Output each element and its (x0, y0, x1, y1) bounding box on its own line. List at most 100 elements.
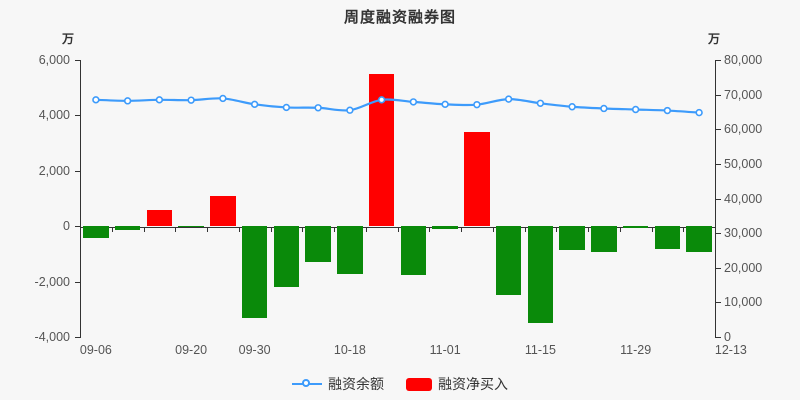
line-data-point[interactable] (219, 94, 227, 103)
right-axis-tick-label: 30,000 (724, 226, 763, 241)
x-axis-tick (111, 227, 113, 232)
bar[interactable] (241, 226, 268, 319)
margin-balance-line (94, 97, 701, 114)
chart-legend: 融资余额 融资净买入 (0, 374, 800, 394)
line-data-point[interactable] (187, 96, 195, 104)
margin-balance-markers (92, 94, 703, 117)
line-data-point[interactable] (123, 97, 132, 105)
line-marker-icon (292, 378, 322, 390)
x-axis-tick-label: 12-13 (714, 343, 747, 357)
x-axis-tick (651, 227, 653, 232)
left-axis-tick-label: 4,000 (38, 108, 70, 123)
right-axis-tick-label: 0 (724, 330, 731, 344)
right-axis-tick (716, 337, 721, 338)
line-data-point[interactable] (568, 103, 576, 111)
bar[interactable] (559, 226, 585, 250)
right-axis-tick (716, 302, 721, 304)
right-axis-tick (716, 233, 721, 235)
legend-item-margin-balance[interactable]: 融资余额 (292, 374, 384, 394)
right-axis-tick-label: 50,000 (724, 156, 763, 171)
x-axis-tick (715, 227, 716, 232)
bar[interactable] (114, 226, 141, 230)
bar[interactable] (83, 226, 109, 239)
bar[interactable] (464, 132, 490, 227)
x-axis-tick (334, 227, 335, 232)
bar[interactable] (400, 226, 427, 275)
right-axis-tick-label: 80,000 (724, 53, 763, 67)
x-axis-tick (619, 227, 621, 232)
line-data-point[interactable] (504, 95, 513, 103)
x-axis-tick (429, 227, 431, 232)
right-axis-tick-label: 40,000 (724, 191, 763, 206)
x-axis-tick (556, 227, 558, 232)
x-axis-tick-label: 09-20 (175, 343, 208, 357)
left-axis-tick-label: 0 (63, 219, 70, 234)
x-axis-tick (461, 227, 462, 232)
x-axis-tick (207, 227, 208, 232)
x-axis-tick-label: 10-18 (333, 343, 366, 357)
legend-item-net-purchase[interactable]: 融资净买入 (406, 374, 508, 394)
line-data-point[interactable] (441, 100, 449, 109)
line-data-point[interactable] (282, 103, 291, 112)
line-data-point[interactable] (631, 105, 640, 114)
bar[interactable] (146, 209, 173, 227)
bar[interactable] (527, 226, 554, 323)
right-axis-tick (716, 60, 721, 61)
bar[interactable] (273, 226, 300, 287)
right-axis-tick-label: 60,000 (724, 122, 763, 137)
left-axis-tick (75, 226, 80, 228)
right-axis-tick (716, 94, 721, 96)
line-data-point[interactable] (92, 96, 100, 104)
right-axis-tick (716, 163, 721, 165)
legend-label-margin-balance: 融资余额 (328, 376, 384, 392)
x-axis-tick (302, 227, 304, 232)
left-axis-tick-label: -4,000 (34, 330, 70, 344)
bar[interactable] (591, 226, 617, 252)
x-axis-tick (365, 227, 367, 232)
right-axis-unit: 万 (708, 32, 721, 46)
x-axis-tick (175, 227, 177, 232)
right-axis-tick (716, 129, 721, 131)
x-axis-tick-label: 11-29 (620, 343, 652, 357)
line-data-point[interactable] (473, 100, 481, 109)
x-axis-tick-label: 09-30 (238, 343, 271, 357)
left-axis-unit: 万 (62, 32, 75, 46)
left-axis-tick (75, 115, 80, 117)
x-axis-tick-label: 09-06 (79, 343, 112, 357)
x-axis-tick (397, 227, 399, 232)
x-axis-tick-label: 11-01 (429, 343, 461, 357)
x-axis-tick (524, 227, 526, 232)
right-axis-tick-label: 20,000 (724, 260, 763, 275)
line-data-point[interactable] (600, 104, 608, 113)
bar[interactable] (210, 196, 236, 227)
left-axis-tick (75, 60, 80, 61)
bar[interactable] (368, 73, 395, 227)
square-swatch-icon (406, 377, 432, 391)
line-data-point[interactable] (155, 96, 164, 104)
line-data-point[interactable] (663, 106, 672, 115)
bar[interactable] (305, 226, 331, 262)
bar[interactable] (654, 226, 681, 250)
bar[interactable] (432, 226, 458, 229)
line-data-point[interactable] (409, 98, 418, 106)
left-axis-tick-label: 6,000 (38, 53, 70, 67)
line-data-point[interactable] (250, 100, 259, 109)
bar[interactable] (495, 226, 522, 295)
right-axis-tick (716, 267, 721, 269)
left-axis-tick-label: -2,000 (34, 274, 70, 289)
line-data-point[interactable] (346, 106, 354, 114)
line-data-point[interactable] (536, 99, 545, 107)
bar[interactable] (686, 226, 712, 252)
x-axis-tick (238, 227, 240, 232)
line-data-point[interactable] (695, 108, 703, 117)
line-data-point[interactable] (314, 104, 322, 112)
bar[interactable] (337, 226, 363, 274)
legend-label-net-purchase: 融资净买入 (438, 376, 508, 392)
bar[interactable] (622, 226, 649, 228)
bar[interactable] (178, 226, 204, 228)
x-axis-tick (588, 227, 589, 232)
left-axis-tick (75, 281, 80, 283)
x-axis-tick (492, 227, 494, 232)
